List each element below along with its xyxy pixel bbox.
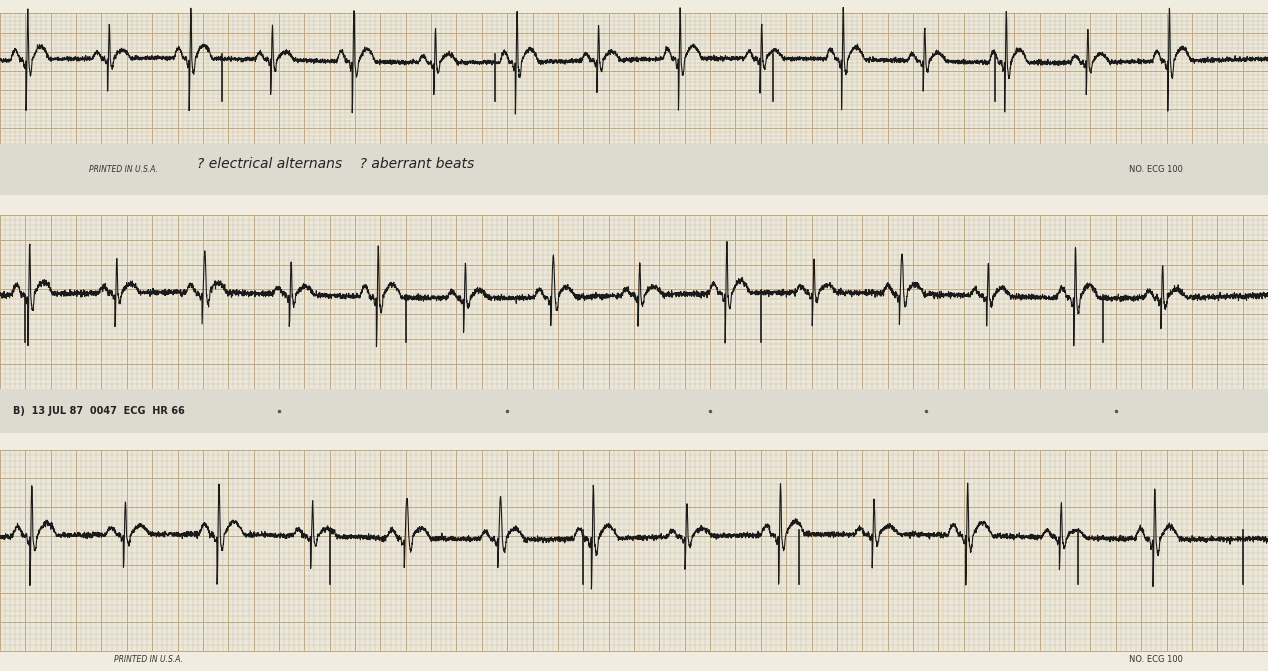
Bar: [0, 13, 1268, 148]
Text: B)  13 JUL 87  0047  ECG  HR 66: B) 13 JUL 87 0047 ECG HR 66: [13, 406, 184, 416]
Text: ? electrical alternans    ? aberrant beats: ? electrical alternans ? aberrant beats: [197, 157, 474, 171]
Text: NO. ECG 100: NO. ECG 100: [1129, 165, 1182, 174]
Bar: [0, 215, 1268, 389]
Text: PRINTED IN U.S.A.: PRINTED IN U.S.A.: [114, 656, 183, 664]
Text: PRINTED IN U.S.A.: PRINTED IN U.S.A.: [89, 165, 157, 174]
Bar: [0, 389, 1268, 433]
Bar: [0, 144, 1268, 195]
Text: NO. ECG 100: NO. ECG 100: [1129, 656, 1182, 664]
Bar: [0, 450, 1268, 651]
